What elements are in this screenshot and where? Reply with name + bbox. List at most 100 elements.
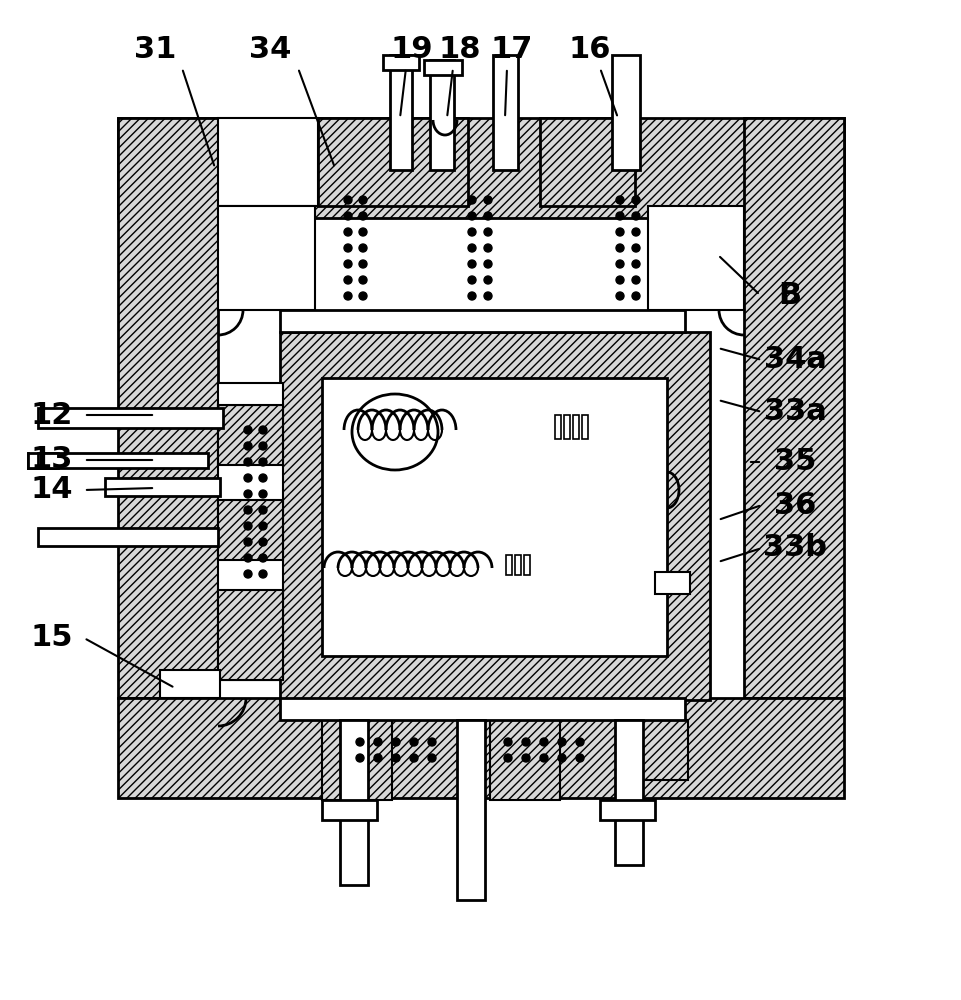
Circle shape xyxy=(358,228,366,236)
Bar xyxy=(554,415,560,439)
Circle shape xyxy=(631,196,639,204)
Bar xyxy=(514,555,521,575)
Circle shape xyxy=(539,738,548,746)
Circle shape xyxy=(615,292,624,300)
Circle shape xyxy=(631,260,639,268)
Circle shape xyxy=(576,738,583,746)
Circle shape xyxy=(467,292,476,300)
Bar xyxy=(648,206,743,310)
Circle shape xyxy=(244,538,252,546)
Text: 31: 31 xyxy=(134,35,176,64)
Bar xyxy=(573,415,579,439)
Circle shape xyxy=(576,754,583,762)
Text: 19: 19 xyxy=(390,35,432,64)
Bar xyxy=(617,720,687,780)
Circle shape xyxy=(259,570,267,578)
Circle shape xyxy=(244,490,252,498)
Circle shape xyxy=(344,292,352,300)
Circle shape xyxy=(504,754,511,762)
Circle shape xyxy=(539,754,548,762)
Circle shape xyxy=(522,738,530,746)
Circle shape xyxy=(483,228,491,236)
Circle shape xyxy=(391,754,400,762)
Circle shape xyxy=(615,260,624,268)
Circle shape xyxy=(409,754,418,762)
Circle shape xyxy=(467,228,476,236)
Circle shape xyxy=(631,228,639,236)
Bar xyxy=(280,310,684,332)
Bar xyxy=(492,55,517,170)
Circle shape xyxy=(244,426,252,434)
Bar xyxy=(218,500,283,560)
Circle shape xyxy=(344,244,352,252)
Bar xyxy=(322,378,666,656)
Circle shape xyxy=(244,474,252,482)
Bar xyxy=(430,60,454,170)
Bar xyxy=(38,408,223,428)
Circle shape xyxy=(259,426,267,434)
Bar xyxy=(382,55,419,70)
Circle shape xyxy=(358,196,366,204)
Circle shape xyxy=(259,538,267,546)
Circle shape xyxy=(631,292,639,300)
Bar xyxy=(218,405,283,680)
Text: 13: 13 xyxy=(31,446,73,475)
Bar xyxy=(280,332,709,700)
Circle shape xyxy=(244,506,252,514)
Text: 12: 12 xyxy=(31,400,73,430)
Circle shape xyxy=(467,276,476,284)
Bar xyxy=(505,555,511,575)
Circle shape xyxy=(244,522,252,530)
Circle shape xyxy=(374,754,382,762)
Bar xyxy=(322,720,391,800)
Text: 34: 34 xyxy=(249,35,291,64)
Text: 18: 18 xyxy=(438,35,480,64)
Bar xyxy=(28,453,58,468)
Bar xyxy=(389,55,411,170)
Text: 16: 16 xyxy=(568,35,610,64)
Bar xyxy=(563,415,570,439)
Circle shape xyxy=(467,212,476,220)
Bar xyxy=(600,800,654,820)
Circle shape xyxy=(557,738,565,746)
Circle shape xyxy=(615,228,624,236)
Text: 15: 15 xyxy=(31,624,73,652)
Circle shape xyxy=(615,244,624,252)
Circle shape xyxy=(483,196,491,204)
Circle shape xyxy=(358,292,366,300)
Circle shape xyxy=(409,738,418,746)
Bar xyxy=(218,206,314,310)
Circle shape xyxy=(374,738,382,746)
Circle shape xyxy=(344,260,352,268)
Circle shape xyxy=(557,754,565,762)
Circle shape xyxy=(244,554,252,562)
Circle shape xyxy=(467,260,476,268)
Text: 14: 14 xyxy=(31,476,73,504)
Bar xyxy=(160,670,220,698)
Circle shape xyxy=(259,506,267,514)
Bar xyxy=(611,55,639,170)
Circle shape xyxy=(344,212,352,220)
Circle shape xyxy=(344,276,352,284)
Bar xyxy=(118,698,843,798)
Circle shape xyxy=(467,244,476,252)
Circle shape xyxy=(483,244,491,252)
Bar xyxy=(218,383,283,405)
Circle shape xyxy=(259,474,267,482)
Bar xyxy=(318,118,467,206)
Circle shape xyxy=(522,754,530,762)
Text: 35: 35 xyxy=(773,448,815,477)
Bar xyxy=(539,118,634,206)
Bar xyxy=(524,555,530,575)
Circle shape xyxy=(483,292,491,300)
Circle shape xyxy=(244,458,252,466)
Circle shape xyxy=(259,442,267,450)
Circle shape xyxy=(428,754,435,762)
Circle shape xyxy=(344,228,352,236)
Circle shape xyxy=(358,276,366,284)
Bar xyxy=(743,118,843,698)
Bar xyxy=(322,800,377,820)
Circle shape xyxy=(615,212,624,220)
Text: 33b: 33b xyxy=(762,534,826,562)
Circle shape xyxy=(631,276,639,284)
